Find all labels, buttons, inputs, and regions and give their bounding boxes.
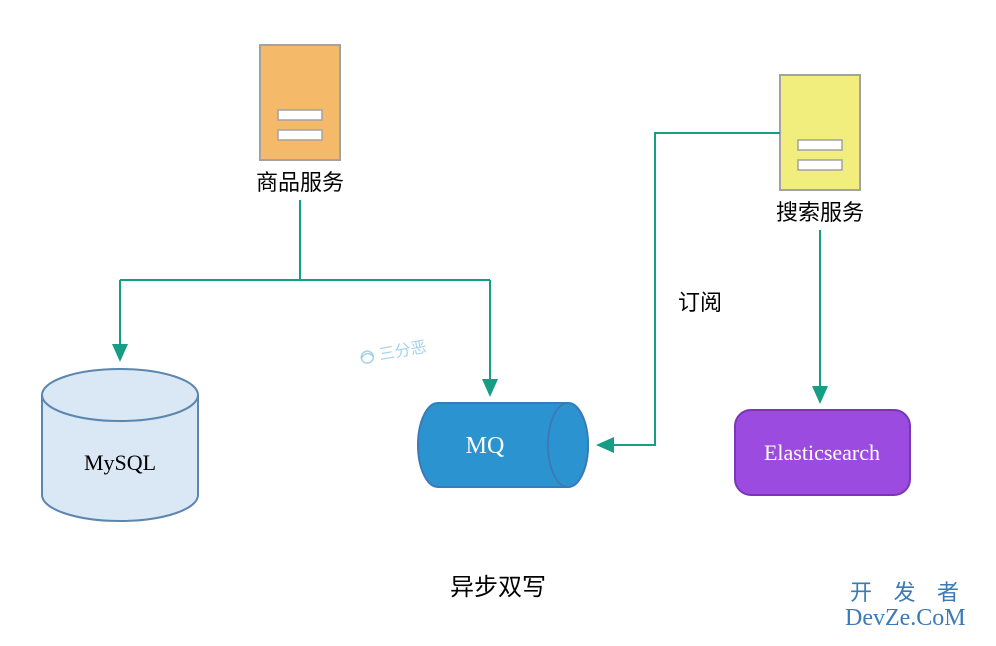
mq-node: MQ <box>418 403 588 487</box>
svg-text:DevZe.CoM: DevZe.CoM <box>845 605 966 631</box>
product-server-label: 商品服务 <box>256 170 344 195</box>
product-server-node: 商品服务 <box>256 45 344 195</box>
brand-logo: 开 发 者 DevZe.CoM <box>845 580 967 631</box>
mq-label: MQ <box>466 433 505 459</box>
search-server-node: 搜索服务 <box>776 75 864 225</box>
svg-text:开 发 者: 开 发 者 <box>850 580 967 605</box>
mysql-node: MySQL <box>42 369 198 521</box>
edge-subscribe <box>598 133 780 445</box>
es-node: Elasticsearch <box>735 410 910 495</box>
mysql-label: MySQL <box>84 450 156 475</box>
svg-text:三分恶: 三分恶 <box>378 338 428 364</box>
architecture-diagram: 商品服务 搜索服务 MySQL MQ Elasticsearch 订阅 <box>0 0 996 646</box>
watermark: 三分恶 <box>360 338 428 367</box>
search-server-label: 搜索服务 <box>776 200 864 225</box>
edge-product-split <box>120 200 490 395</box>
subscribe-label: 订阅 <box>678 290 722 315</box>
es-label: Elasticsearch <box>764 440 880 465</box>
diagram-title: 异步双写 <box>450 574 546 601</box>
